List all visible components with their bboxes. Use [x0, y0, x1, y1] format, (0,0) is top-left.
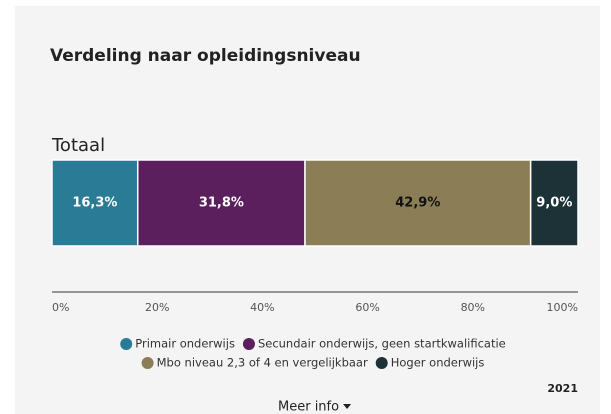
- legend-swatch: [120, 338, 133, 350]
- x-tick-label: 100%: [547, 301, 578, 314]
- year-label: 2021: [547, 382, 578, 395]
- bar-segment: [304, 159, 532, 247]
- bar-segment: [529, 159, 579, 247]
- legend-swatch: [242, 338, 255, 350]
- x-tick-label: 60%: [355, 301, 379, 314]
- category-label: Totaal: [51, 135, 105, 156]
- more-info-arrow[interactable]: [343, 404, 352, 409]
- data-label: 16,3%: [72, 196, 117, 211]
- data-label: 31,8%: [199, 196, 244, 211]
- chart-title: Verdeling naar opleidingsniveau: [50, 46, 361, 66]
- bar-segment: [51, 159, 139, 247]
- legend-label: Hoger onderwijs: [391, 356, 485, 370]
- x-tick-label: 80%: [461, 301, 485, 314]
- legend-swatch: [141, 357, 154, 369]
- legend-row: Mbo niveau 2,3 of 4 en vergelijkbaar Hoge…: [141, 356, 485, 370]
- legend-label: Mbo niveau 2,3 of 4 en vergelijkbaar: [157, 356, 368, 370]
- x-tick-label: 40%: [250, 301, 274, 314]
- data-label: 42,9%: [395, 196, 440, 211]
- x-tick-label: 20%: [145, 301, 169, 314]
- more-info-button[interactable]: Meer info: [278, 400, 352, 414]
- x-tick-label: 0%: [52, 301, 69, 314]
- legend-label: Primair onderwijs: [135, 337, 235, 351]
- data-label: 9,0%: [536, 196, 572, 211]
- more-info-label[interactable]: Meer info: [278, 400, 339, 414]
- legend-label: Secundair onderwijs, geen startkwalifica…: [258, 337, 506, 351]
- legend-row: Primair onderwijs Secundair onderwijs, ge…: [120, 337, 506, 351]
- legend-swatch: [375, 357, 388, 369]
